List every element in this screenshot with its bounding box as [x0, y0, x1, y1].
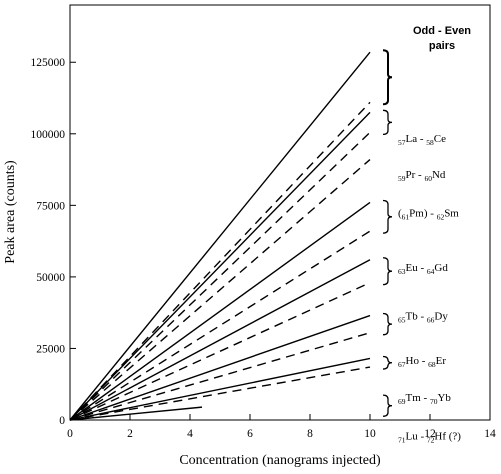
x-tick-label: 0 [67, 428, 73, 440]
series-line-ce [69, 101, 371, 421]
pair-label: 63Eu - 64Gd [398, 262, 448, 276]
x-axis-title: Concentration (nanograms injected) [179, 453, 381, 468]
series-line-er [69, 332, 371, 421]
pair-brace [382, 312, 393, 336]
y-tick-label: 25000 [36, 343, 65, 355]
y-axis-title: Peak area (counts) [3, 160, 18, 264]
pair-annotations: 57La - 58Ce 59Pr - 60Nd (61Pm) - 62Sm 63Eu … [382, 49, 461, 445]
series-line-tm [69, 357, 371, 421]
series-line-eu [69, 201, 371, 421]
pair-brace [382, 199, 393, 234]
series-line-lu [69, 406, 203, 421]
series-line-tb [69, 259, 371, 421]
x-tick-label: 8 [307, 428, 313, 440]
pair-label: 67Ho - 68Er [398, 355, 446, 369]
series-line-la [69, 51, 371, 421]
pair-brace [382, 355, 393, 370]
series-line-dy [69, 281, 371, 421]
x-tick-label: 14 [484, 428, 496, 440]
series-layer [69, 51, 371, 421]
pair-brace [382, 49, 393, 106]
series-line-ho [69, 314, 371, 421]
x-tick-label: 10 [364, 428, 376, 440]
pair-label: 65Tb - 66Dy [398, 311, 448, 325]
pair-label: 69Tm - 70Yb [398, 392, 451, 406]
series-line-yb [69, 366, 371, 421]
y-tick-label: 0 [59, 415, 65, 427]
y-tick-label: 100000 [31, 129, 66, 141]
legend-title-line-1: Odd - Even [413, 25, 471, 37]
pair-label: 71Lu - 72Hf (?) [398, 431, 461, 445]
y-tick-label: 75000 [36, 200, 65, 212]
pair-label: 57La - 58Ce [398, 133, 446, 147]
series-line-nd [69, 131, 371, 421]
x-tick-label: 6 [247, 428, 253, 440]
y-tick-label: 50000 [36, 272, 65, 284]
y-tick-label: 125000 [31, 57, 66, 69]
pair-brace [382, 394, 393, 417]
pair-brace [382, 109, 393, 136]
x-tick-label: 2 [127, 428, 133, 440]
x-tick-label: 4 [187, 428, 193, 440]
series-line-pr [69, 111, 371, 421]
series-line-gd [69, 230, 371, 421]
plot-frame [69, 4, 491, 421]
legend-title-line-2: pairs [429, 40, 455, 52]
series-line-sm [69, 159, 371, 421]
pair-label: (61Pm) - 62Sm [398, 208, 459, 222]
x-tick-label: 12 [424, 428, 436, 440]
pair-brace [382, 257, 393, 286]
pair-label: 59Pr - 60Nd [398, 169, 446, 183]
